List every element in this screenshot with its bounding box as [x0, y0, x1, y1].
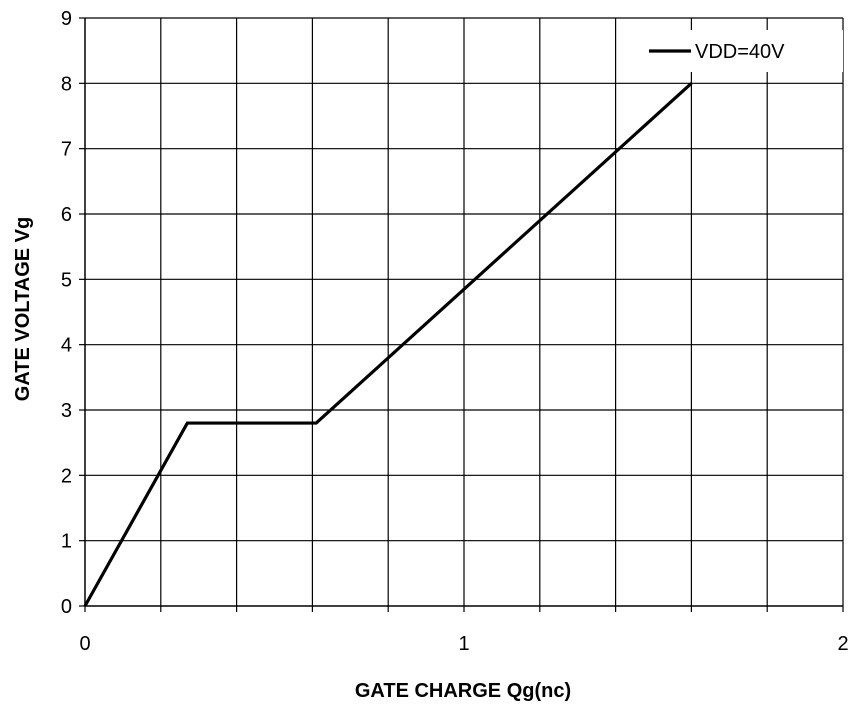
y-tick-label: 2 [61, 465, 72, 487]
x-tick-label: 1 [458, 633, 469, 655]
grid [85, 17, 844, 606]
x-tick-label: 0 [79, 633, 90, 655]
y-tick-label: 6 [61, 204, 72, 226]
y-axis-title: GATE VOLTAGE Vg [12, 217, 34, 401]
y-tick-label: 9 [61, 8, 72, 30]
y-tick-label: 4 [61, 335, 72, 357]
legend-label: VDD=40V [695, 41, 785, 63]
y-tick-label: 3 [61, 400, 72, 422]
series-lines [83, 82, 693, 607]
x-tick-label: 2 [837, 633, 848, 655]
axes [79, 17, 844, 612]
legend: VDD=40V [646, 30, 843, 72]
y-tick-label: 0 [61, 596, 72, 618]
x-axis-title: GATE CHARGE Qg(nc) [355, 680, 571, 702]
y-tick-label: 5 [61, 269, 72, 291]
y-tick-label: 1 [61, 531, 72, 553]
series-line [83, 82, 693, 607]
tick-labels: 0 1 2 3 4 5 6 7 8 9 0 1 2 [61, 8, 849, 655]
y-tick-label: 8 [61, 73, 72, 95]
y-tick-label: 7 [61, 139, 72, 161]
